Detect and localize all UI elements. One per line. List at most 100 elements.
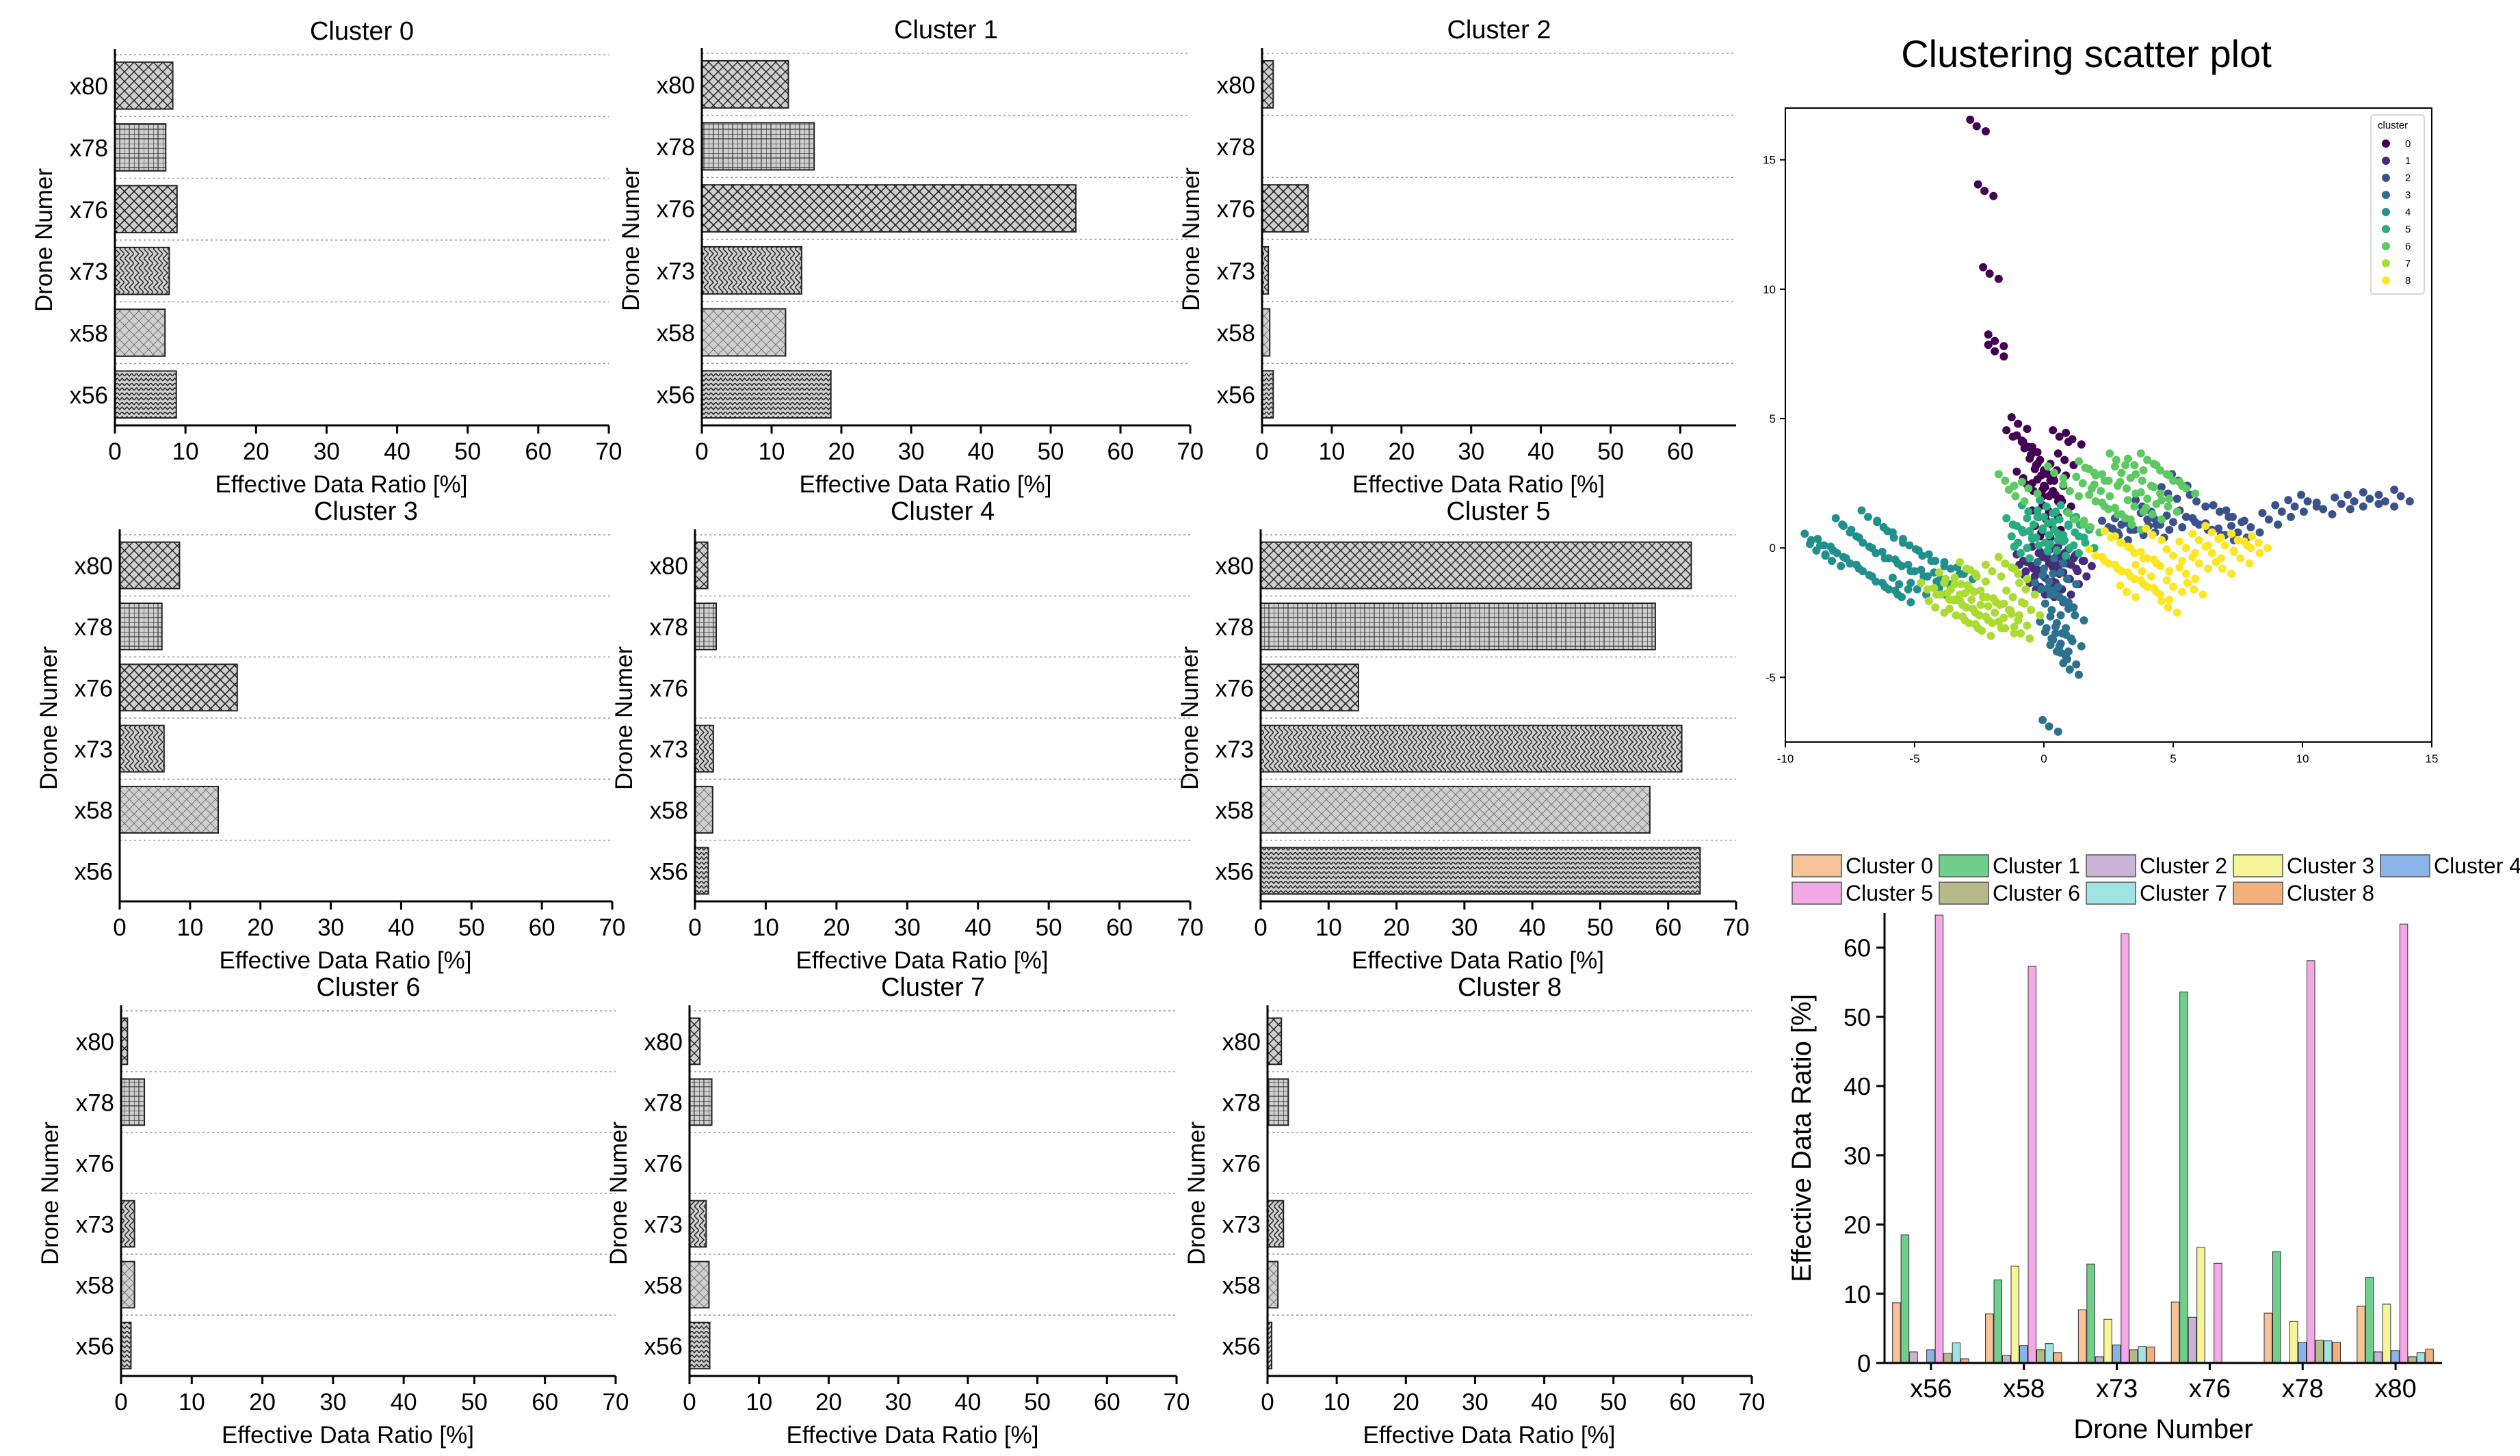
bar xyxy=(119,663,238,712)
scatter-point xyxy=(2079,616,2088,625)
scatter-point xyxy=(1971,620,1980,628)
scatter-point xyxy=(2169,551,2177,560)
scatter-point xyxy=(2056,501,2065,509)
bar xyxy=(2146,1347,2155,1364)
scatter-point xyxy=(2191,489,2200,498)
chart-title: Cluster 2 xyxy=(1447,16,1551,44)
bar xyxy=(1261,184,1309,233)
legend-label: 7 xyxy=(2405,258,2411,269)
legend-label: 6 xyxy=(2405,241,2411,252)
scatter-point xyxy=(1878,547,1887,556)
scatter-point xyxy=(2183,579,2192,587)
scatter-point xyxy=(1986,631,1995,640)
bar xyxy=(2289,1321,2298,1364)
scatter-point xyxy=(2030,590,2039,599)
scatter-point xyxy=(2049,586,2058,595)
scatter-point xyxy=(2040,628,2049,637)
scatter-point xyxy=(1967,595,1976,604)
tick-label: 40 xyxy=(1531,1389,1558,1416)
scatter-point xyxy=(2024,484,2033,493)
bar xyxy=(2027,966,2036,1364)
bar xyxy=(2188,1316,2197,1364)
scatter-point xyxy=(2131,489,2140,498)
scatter-point xyxy=(2112,455,2121,464)
scatter-point xyxy=(1859,538,1867,547)
scatter-point xyxy=(2025,554,2034,563)
scatter-point xyxy=(2052,647,2061,656)
bar xyxy=(114,61,174,110)
scatter-point xyxy=(1852,560,1861,569)
chart-title: Cluster 5 xyxy=(1446,497,1550,526)
scatter-point xyxy=(2025,634,2034,643)
scatter-point xyxy=(2012,431,2021,440)
bar xyxy=(1260,603,1656,650)
scatter-point xyxy=(2380,497,2389,506)
scatter-point xyxy=(2116,538,2125,547)
scatter-point xyxy=(2040,599,2049,608)
scatter-point xyxy=(2156,489,2165,498)
tick-label: x76 xyxy=(644,1151,683,1178)
scatter-point xyxy=(2121,514,2130,522)
scatter-point xyxy=(2178,522,2187,531)
scatter-title: Clustering scatter plot xyxy=(1901,32,2272,75)
legend-label: Cluster 8 xyxy=(2287,881,2374,905)
scatter-point xyxy=(2194,559,2203,568)
scatter-point xyxy=(2029,520,2038,529)
tick-label: x78 xyxy=(1217,134,1255,161)
tick-label: x73 xyxy=(70,259,108,285)
scatter-point xyxy=(2066,560,2075,569)
tick-label: 20 xyxy=(1383,914,1410,941)
tick-label: 15 xyxy=(1763,154,1776,167)
scatter-point xyxy=(2236,554,2245,563)
tick-label: 70 xyxy=(1739,1389,1766,1416)
tick-label: x78 xyxy=(657,134,695,161)
scatter-point xyxy=(2136,576,2145,585)
scatter-point xyxy=(1883,527,1892,535)
scatter-point xyxy=(2139,466,2148,475)
scatter-point xyxy=(2098,499,2107,507)
scatter-point xyxy=(1936,590,1945,599)
scatter-point xyxy=(2023,425,2032,434)
scatter-point xyxy=(2142,503,2151,512)
bar xyxy=(1943,1353,1952,1364)
bar xyxy=(2179,991,2188,1364)
scatter-point xyxy=(1972,122,1981,131)
tick-label: x56 xyxy=(70,382,108,409)
scatter-point xyxy=(2390,502,2399,511)
legend-marker xyxy=(2382,140,2390,148)
scatter-point xyxy=(2149,583,2158,592)
scatter-point xyxy=(2014,419,2023,428)
scatter-point xyxy=(2165,525,2174,534)
legend-swatch xyxy=(1939,882,1989,905)
tick-label: 0 xyxy=(2040,752,2047,765)
scatter-point xyxy=(2038,524,2047,533)
bar xyxy=(2374,1351,2383,1364)
scatter-point xyxy=(2064,605,2073,613)
scatter-point xyxy=(2233,535,2242,544)
scatter-point xyxy=(1984,341,1993,349)
scatter-point xyxy=(2060,455,2069,464)
scatter-point xyxy=(2173,608,2181,617)
tick-label: 0 xyxy=(695,438,708,465)
scatter-point xyxy=(1898,593,1906,602)
scatter-point xyxy=(2079,516,2088,525)
scatter-point xyxy=(2346,505,2354,514)
legend-swatch xyxy=(2233,854,2283,877)
scatter-point xyxy=(1924,596,1933,605)
tick-label: 30 xyxy=(1451,914,1478,941)
legend-swatch xyxy=(1939,854,1989,877)
tick-label: 20 xyxy=(823,914,850,941)
scatter-point xyxy=(2204,541,2213,550)
legend-label: Cluster 4 xyxy=(2434,853,2520,878)
tick-label: x58 xyxy=(650,797,688,824)
tick-label: 30 xyxy=(319,1389,346,1416)
cluster-bar-panels: Cluster 0 x80 x78 x76 x73 x58 x56 0 10 20 30 40 50 60… xyxy=(31,16,1765,1448)
tick-label: 0 xyxy=(1255,438,1268,465)
bar xyxy=(2086,1263,2095,1364)
tick-label: 5 xyxy=(1770,412,1776,425)
scatter-point xyxy=(2091,497,2100,506)
scatter-point xyxy=(2033,558,2042,567)
tick-label: 15 xyxy=(2426,752,2439,765)
scatter-point xyxy=(2097,486,2105,495)
scatter-point xyxy=(2047,634,2056,643)
